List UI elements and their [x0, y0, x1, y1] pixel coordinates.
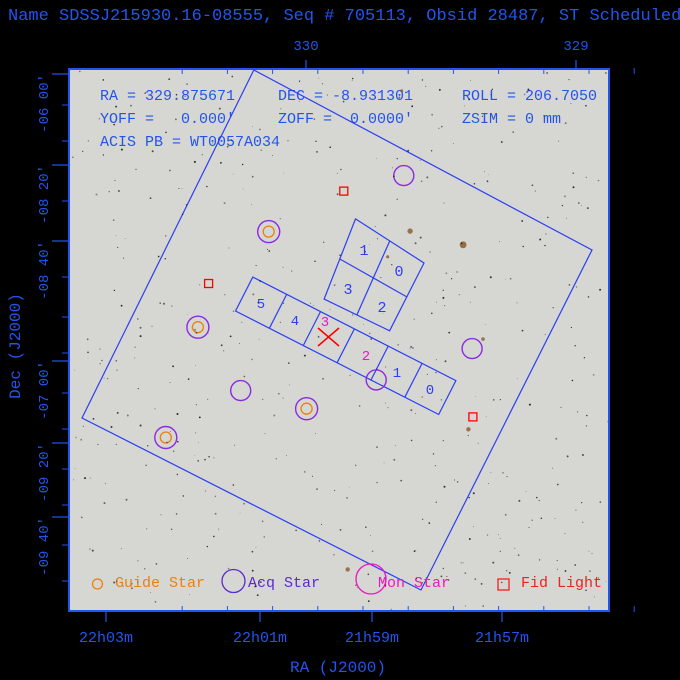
svg-text:22h03m: 22h03m — [79, 630, 133, 647]
svg-text:-08 20': -08 20' — [37, 165, 53, 224]
svg-text:-09 40': -09 40' — [37, 517, 53, 576]
svg-text:-07 00': -07 00' — [37, 361, 53, 420]
svg-text:-09 20': -09 20' — [37, 443, 53, 502]
svg-text:Dec (J2000): Dec (J2000) — [7, 293, 25, 399]
svg-text:22h01m: 22h01m — [233, 630, 287, 647]
svg-text:21h57m: 21h57m — [475, 630, 529, 647]
svg-text:-06 00': -06 00' — [37, 74, 53, 133]
svg-text:RA (J2000): RA (J2000) — [290, 659, 386, 677]
svg-text:330: 330 — [293, 39, 318, 55]
svg-text:329: 329 — [563, 39, 588, 55]
svg-text:-08 40': -08 40' — [37, 241, 53, 300]
svg-text:21h59m: 21h59m — [345, 630, 399, 647]
